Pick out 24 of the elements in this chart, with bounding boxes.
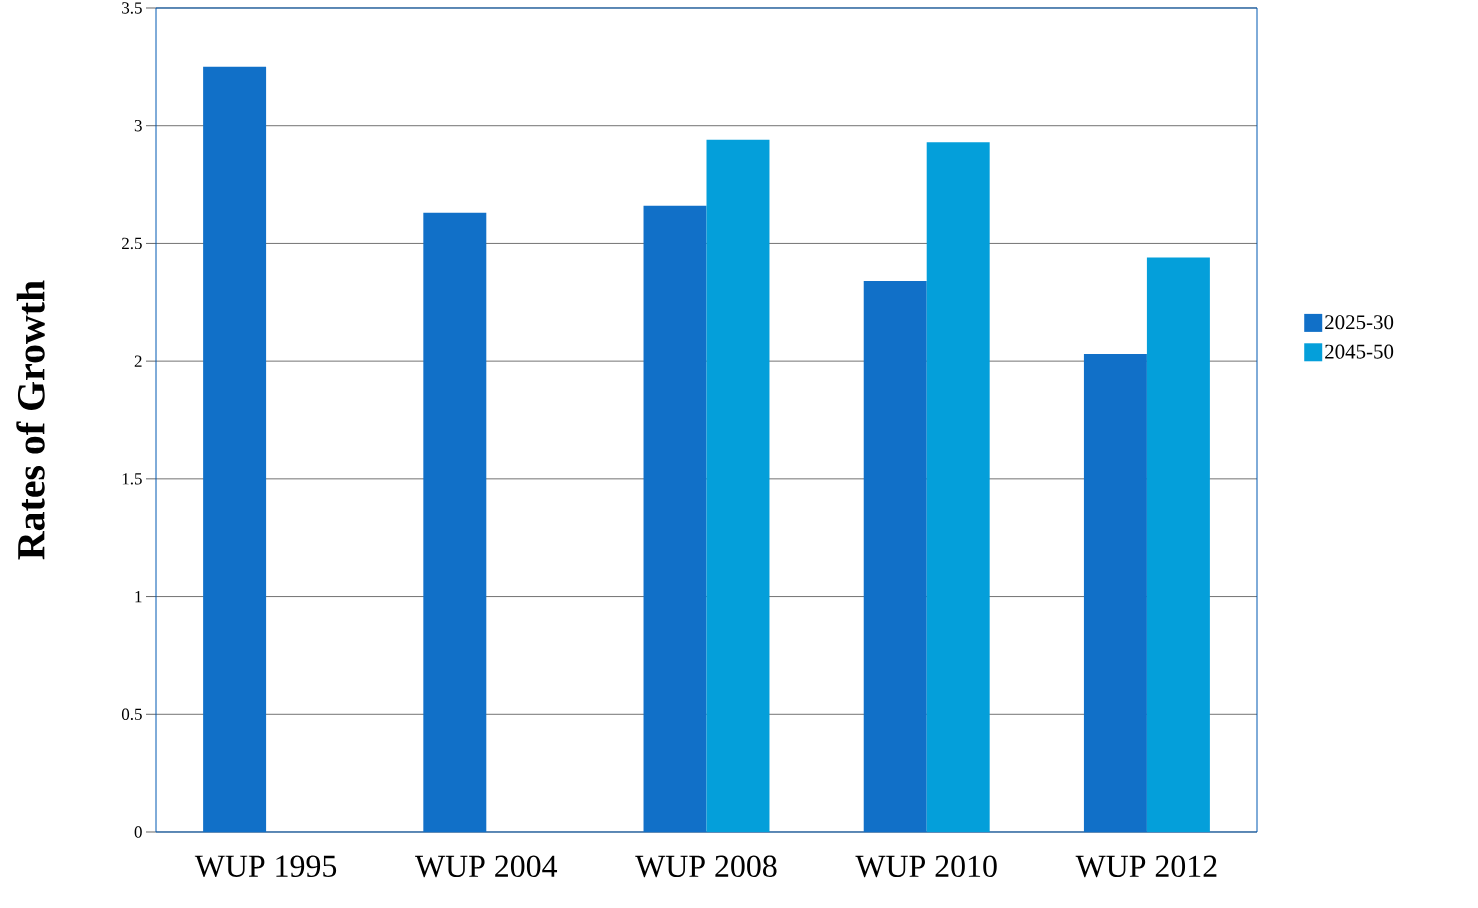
x-tick-label: WUP 2010 — [855, 855, 997, 878]
x-tick-label: WUP 2012 — [1075, 855, 1217, 878]
y-tick-label: 2.5 — [122, 237, 142, 250]
legend-label: 2045-50 — [1325, 344, 1394, 359]
y-tick-label: 3 — [134, 120, 142, 132]
bar — [423, 212, 487, 832]
y-tick-label: 0.5 — [121, 708, 142, 721]
bar — [203, 66, 267, 832]
y-tick-label: 0 — [134, 826, 142, 838]
x-tick-label: WUP 2004 — [415, 855, 558, 878]
bar — [863, 281, 927, 832]
x-tick-label: WUP 2008 — [635, 855, 777, 878]
y-tick-label: 1 — [135, 590, 142, 603]
y-axis-title: Rates of Growth — [16, 280, 45, 560]
x-tick-label: WUP 1995 — [194, 855, 337, 878]
bar — [1083, 354, 1147, 832]
y-tick-label: 2 — [134, 355, 142, 367]
bar — [926, 142, 990, 832]
bar — [643, 205, 707, 832]
bar — [706, 139, 770, 832]
legend-label: 2025-30 — [1325, 315, 1394, 330]
bar — [1146, 257, 1210, 832]
y-tick-label: 1.5 — [122, 473, 142, 485]
y-tick-label: 3.5 — [122, 2, 142, 14]
